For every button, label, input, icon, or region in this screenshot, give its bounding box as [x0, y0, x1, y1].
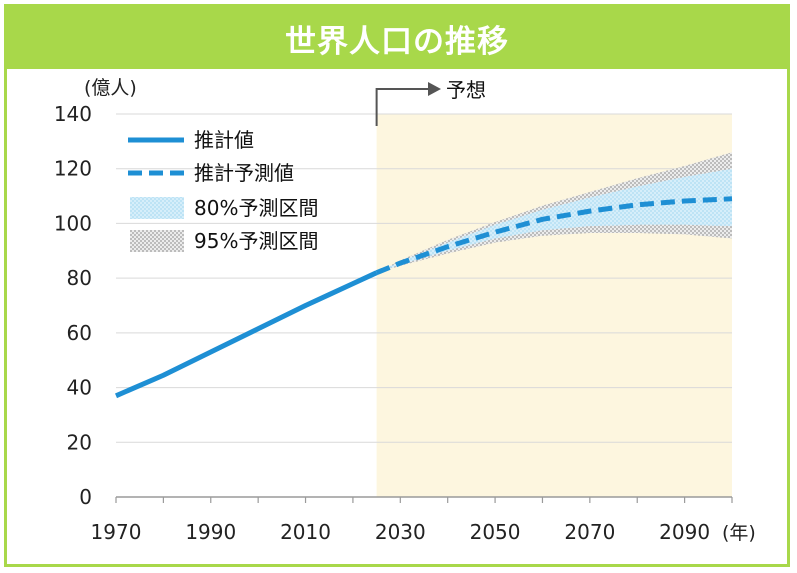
forecast-label: 予想 [446, 78, 486, 102]
forecast-arrow-head [428, 82, 441, 96]
y-tick-label: 60 [67, 321, 92, 345]
chart-title: 世界人口の推移 [285, 23, 509, 60]
series-line-estimate [115, 270, 378, 399]
legend-swatch-95 [130, 230, 184, 252]
x-tick-label: 1990 [185, 520, 236, 544]
band-80 [376, 168, 732, 273]
y-tick-label: 120 [54, 157, 92, 181]
y-tick-label: 0 [79, 485, 92, 509]
y-tick-label: 20 [67, 430, 92, 454]
x-tick-label: 2070 [564, 520, 615, 544]
x-tick-label: 1970 [91, 520, 142, 544]
x-tick-label: 2030 [375, 520, 426, 544]
x-axis-unit: (年) [722, 522, 756, 544]
legend-label: 95%予測区間 [194, 229, 318, 253]
y-tick-label: 140 [54, 102, 92, 126]
y-tick-label: 80 [67, 266, 92, 290]
y-tick-label: 40 [67, 376, 92, 400]
title-bar: 世界人口の推移 [7, 7, 787, 69]
legend-label: 80%予測区間 [194, 196, 318, 220]
y-tick-label: 100 [54, 211, 92, 235]
x-tick-label: 2010 [280, 520, 331, 544]
legend-label: 推計値 [194, 128, 254, 152]
forecast-arrow-line [375, 88, 428, 126]
series-line-projection [375, 196, 733, 275]
y-axis-unit: (億人) [84, 77, 137, 99]
x-tick-label: 2090 [659, 520, 710, 544]
legend-swatch-80 [130, 197, 184, 219]
x-tick-label: 2050 [470, 520, 521, 544]
legend-label: 推計予測値 [194, 161, 294, 185]
